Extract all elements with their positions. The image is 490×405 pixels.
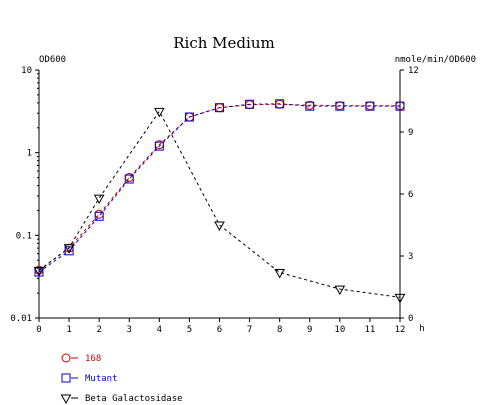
x-tick-label: 4 bbox=[157, 325, 162, 335]
data-point bbox=[94, 209, 104, 219]
x-tick-label: 12 bbox=[395, 325, 406, 335]
data-point bbox=[334, 285, 346, 296]
series-markers-2 bbox=[33, 107, 406, 304]
data-point bbox=[305, 101, 315, 111]
y-right-label: nmole/min/OD600 bbox=[395, 55, 476, 65]
x-tick-label: 6 bbox=[217, 325, 222, 335]
x-tick-label: 5 bbox=[187, 325, 192, 335]
y-left-tick-label: 0.1 bbox=[16, 231, 32, 241]
x-tick-label: 10 bbox=[334, 325, 345, 335]
series-line bbox=[38, 103, 400, 273]
data-point bbox=[124, 174, 134, 184]
x-tick-label: 7 bbox=[247, 325, 252, 335]
legend-marker bbox=[61, 353, 71, 363]
data-point bbox=[184, 112, 194, 122]
series-1 bbox=[38, 103, 400, 273]
y-right-tick-label: 3 bbox=[408, 252, 413, 262]
series-markers-0 bbox=[34, 99, 405, 275]
legend-label: 168 bbox=[85, 354, 101, 364]
series-2 bbox=[38, 110, 401, 298]
legend-label: Mutant bbox=[85, 374, 118, 384]
y-right-tick-label: 9 bbox=[408, 128, 413, 138]
plot-area bbox=[33, 99, 406, 304]
x-tick-label: 11 bbox=[364, 325, 375, 335]
legend-item-2: Beta Galactosidase bbox=[60, 394, 183, 405]
legend-label: Beta Galactosidase bbox=[85, 394, 183, 404]
x-tick-label: 9 bbox=[307, 325, 312, 335]
data-point bbox=[154, 141, 164, 151]
x-tick-label: 8 bbox=[277, 325, 282, 335]
data-point bbox=[394, 293, 406, 304]
x-tick-label: 1 bbox=[66, 325, 71, 335]
chart-title: Rich Medium bbox=[173, 34, 274, 52]
data-point bbox=[153, 107, 165, 118]
series-0 bbox=[38, 103, 400, 271]
data-point bbox=[395, 101, 405, 111]
series-line bbox=[38, 103, 400, 271]
data-point bbox=[64, 246, 74, 256]
data-point bbox=[335, 101, 345, 111]
data-point bbox=[214, 221, 225, 232]
x-tick-label: 0 bbox=[36, 325, 41, 335]
legend-item-1: Mutant bbox=[61, 373, 118, 384]
data-point bbox=[365, 101, 375, 111]
x-tick-label: 3 bbox=[127, 325, 132, 335]
legend-marker bbox=[60, 394, 72, 405]
y-right-tick-label: 6 bbox=[408, 190, 413, 200]
data-point bbox=[33, 266, 45, 277]
series-line bbox=[38, 110, 401, 298]
data-point bbox=[245, 99, 255, 109]
data-point bbox=[215, 103, 224, 113]
legend-item-0: 168 bbox=[61, 353, 101, 364]
data-point bbox=[94, 211, 104, 221]
data-point bbox=[63, 244, 75, 254]
y-left-tick-label: 0.01 bbox=[10, 314, 32, 324]
legend: 168 Mutant Beta Galactosidase bbox=[60, 353, 183, 405]
x-axis-label: h bbox=[419, 324, 424, 334]
legend-marker bbox=[61, 373, 71, 383]
y-left-label: OD600 bbox=[39, 55, 66, 65]
data-point bbox=[275, 99, 285, 109]
series-markers-1 bbox=[34, 99, 405, 277]
data-point bbox=[93, 194, 105, 205]
y-right-tick-label: 0 bbox=[408, 314, 413, 324]
y-left-tick-label: 1 bbox=[27, 149, 32, 159]
y-right-tick-label: 12 bbox=[408, 66, 419, 76]
x-tick-label: 2 bbox=[96, 325, 101, 335]
data-point bbox=[274, 269, 286, 279]
y-left-tick-label: 10 bbox=[21, 66, 32, 76]
